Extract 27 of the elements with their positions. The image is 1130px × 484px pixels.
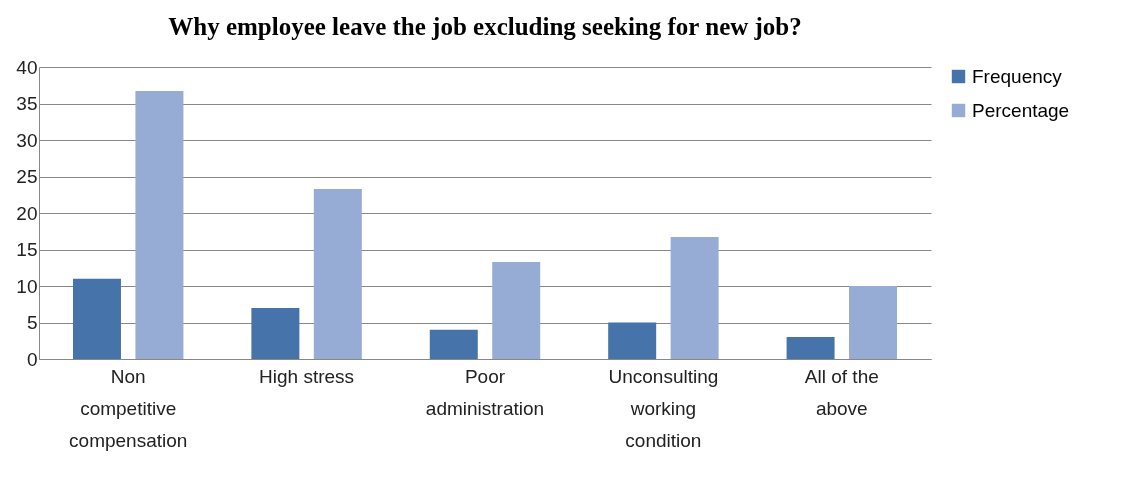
bar <box>72 278 121 359</box>
bar <box>670 237 719 359</box>
y-tick-label: 5 <box>26 312 38 333</box>
x-tick-label: All of the above <box>804 365 879 419</box>
x-tick-label: High stress <box>259 365 355 387</box>
x-tick-label: Poor administration <box>425 365 545 419</box>
x-tick-label: Unconsulting working condition <box>608 365 719 451</box>
bar <box>786 337 835 359</box>
legend-label: Frequency <box>972 65 1063 87</box>
y-tick-label: 10 <box>16 275 38 297</box>
y-tick-label: 35 <box>16 93 38 114</box>
bar <box>251 307 300 359</box>
x-tick-label: Non competitive compensation <box>69 365 188 451</box>
legend-label: Percentage <box>972 99 1070 121</box>
y-tick-label: 20 <box>16 202 38 224</box>
chart-title: Why employee leave the job excluding seeking for new job? <box>168 13 802 40</box>
bar <box>135 91 184 359</box>
y-tick-label: 0 <box>26 348 38 370</box>
bar <box>849 286 898 359</box>
y-tick-label: 30 <box>16 129 38 151</box>
bar <box>608 322 657 359</box>
y-tick-label: 40 <box>16 56 38 78</box>
bar <box>492 261 541 359</box>
bar <box>429 329 478 359</box>
y-tick-label: 15 <box>16 239 38 260</box>
y-tick-label: 25 <box>16 166 38 187</box>
bar <box>313 188 362 359</box>
